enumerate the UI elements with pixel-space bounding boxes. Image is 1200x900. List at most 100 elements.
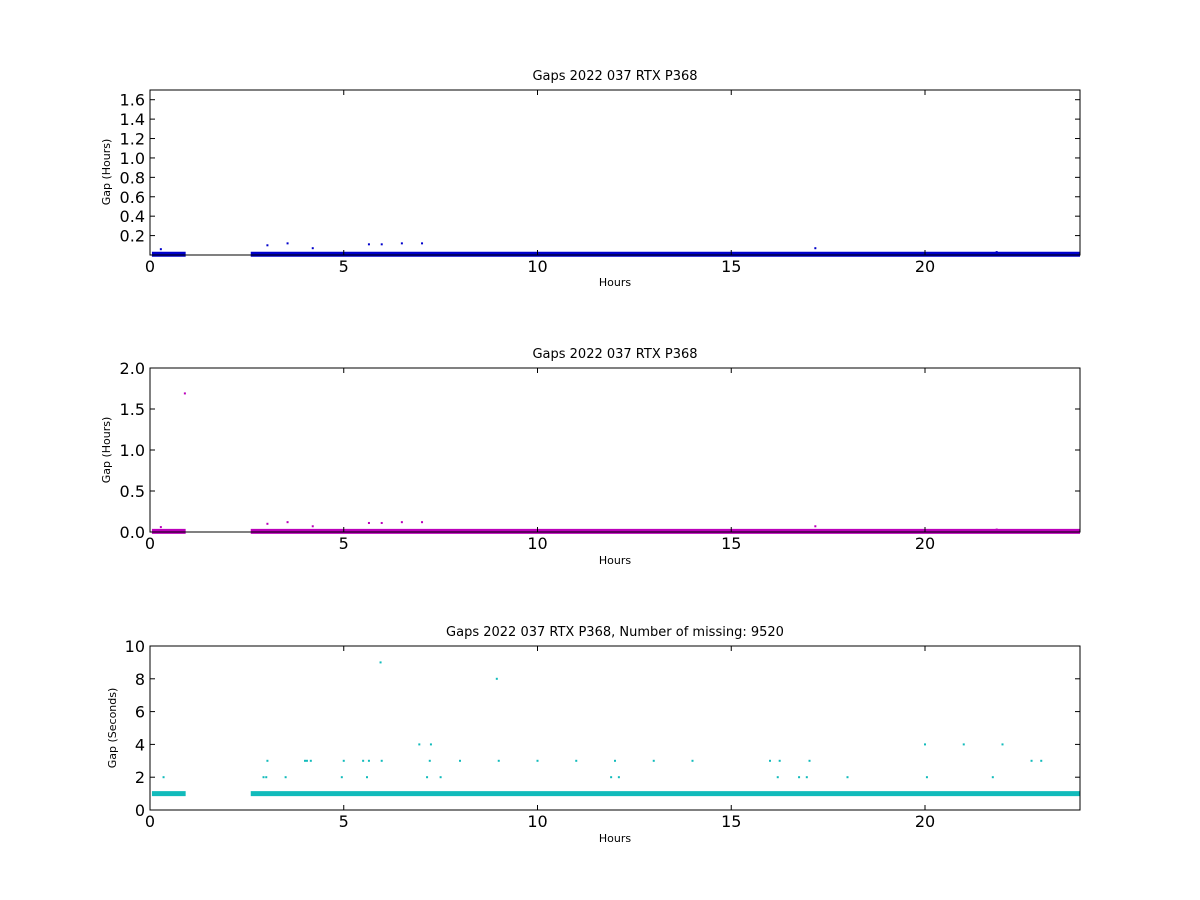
data-point [266, 244, 269, 247]
data-point [536, 759, 539, 762]
data-point [418, 743, 421, 746]
data-point [652, 759, 655, 762]
x-tick-label: 5 [339, 534, 349, 553]
data-point [925, 776, 928, 779]
data-point [808, 759, 811, 762]
x-axis-label: Hours [599, 554, 631, 567]
x-tick-label: 0 [145, 257, 155, 276]
data-point [805, 776, 808, 779]
data-point [814, 525, 817, 528]
data-point [311, 525, 314, 528]
data-point [159, 526, 162, 529]
data-point [429, 743, 432, 746]
data-point [342, 759, 345, 762]
y-axis-label: Gap (Seconds) [106, 688, 119, 769]
data-point [367, 243, 370, 246]
data-point [846, 776, 849, 779]
data-point [575, 759, 578, 762]
data-point [311, 247, 314, 250]
data-point [778, 759, 781, 762]
data-point [362, 759, 365, 762]
data-point [995, 528, 998, 531]
data-point [309, 759, 312, 762]
x-tick-label: 10 [527, 812, 547, 831]
data-point [495, 677, 498, 680]
x-tick-label: 15 [721, 812, 741, 831]
plot-frame [149, 89, 1081, 256]
y-tick-label: 0.2 [120, 227, 145, 246]
y-tick-label: 2.0 [120, 359, 145, 378]
y-tick-label: 0.8 [120, 168, 145, 187]
data-point [305, 759, 308, 762]
data-point [400, 242, 403, 245]
data-point [1001, 743, 1004, 746]
data-point [266, 759, 269, 762]
y-axis-label: Gap (Hours) [100, 139, 113, 206]
y-tick-label: 10 [125, 637, 145, 656]
chart-title: Gaps 2022 037 RTX P368 [532, 347, 697, 362]
data-point [617, 776, 620, 779]
x-tick-label: 10 [527, 534, 547, 553]
data-point [426, 776, 429, 779]
x-tick-label: 20 [915, 534, 935, 553]
y-tick-label: 1.6 [120, 91, 145, 110]
y-tick-label: 1.2 [120, 130, 145, 149]
data-point [286, 521, 289, 524]
data-point [814, 247, 817, 250]
data-point [400, 521, 403, 524]
data-point [286, 242, 289, 245]
y-tick-label: 0.6 [120, 188, 145, 207]
data-point [1040, 759, 1043, 762]
data-point [776, 776, 779, 779]
chart-panel-gap-hours-magenta: Gaps 2022 037 RTX P368 Hours Gap (Hours)… [100, 347, 1081, 567]
x-axis-label: Hours [599, 832, 631, 845]
data-point [1030, 759, 1033, 762]
data-point [304, 759, 306, 762]
plot-frame [149, 645, 1081, 811]
data-point [380, 521, 383, 524]
data-point [798, 776, 801, 779]
chart-panel-gap-seconds-cyan: Gaps 2022 037 RTX P368, Number of missin… [106, 625, 1081, 845]
x-tick-label: 15 [721, 257, 741, 276]
y-tick-label: 2 [135, 768, 145, 787]
y-tick-label: 1.0 [120, 441, 145, 460]
data-point [421, 242, 424, 245]
x-tick-label: 5 [339, 257, 349, 276]
y-tick-label: 0.4 [120, 207, 145, 226]
x-tick-label: 10 [527, 257, 547, 276]
data-point [924, 743, 926, 746]
data-point [439, 776, 442, 779]
data-point [995, 251, 998, 254]
x-tick-label: 0 [145, 812, 155, 831]
y-tick-label: 0.0 [120, 523, 145, 542]
data-point [265, 776, 268, 779]
data-point [162, 776, 165, 779]
data-point [610, 776, 613, 779]
data-point [367, 759, 370, 762]
y-axis-label: Gap (Hours) [100, 417, 113, 484]
data-point [428, 759, 431, 762]
data-point [459, 759, 461, 762]
data-point [366, 776, 368, 779]
data-point [284, 776, 287, 779]
data-point [421, 521, 424, 524]
data-point [380, 759, 383, 762]
x-tick-label: 20 [915, 812, 935, 831]
y-tick-label: 6 [135, 703, 145, 722]
y-tick-label: 1.0 [120, 149, 145, 168]
data-point [367, 521, 370, 524]
x-tick-label: 5 [339, 812, 349, 831]
data-point [379, 661, 382, 664]
data-point [769, 759, 771, 762]
data-point [380, 243, 383, 246]
data-point [183, 392, 186, 395]
chart-panel-gap-hours-blue: Gaps 2022 037 RTX P368 Hours Gap (Hours)… [100, 69, 1081, 289]
data-point [991, 776, 994, 779]
x-axis-label: Hours [599, 276, 631, 289]
data-point [691, 759, 694, 762]
data-point [159, 248, 162, 251]
chart-title: Gaps 2022 037 RTX P368 [532, 69, 697, 84]
y-tick-label: 1.5 [120, 400, 145, 419]
data-point [614, 759, 616, 762]
